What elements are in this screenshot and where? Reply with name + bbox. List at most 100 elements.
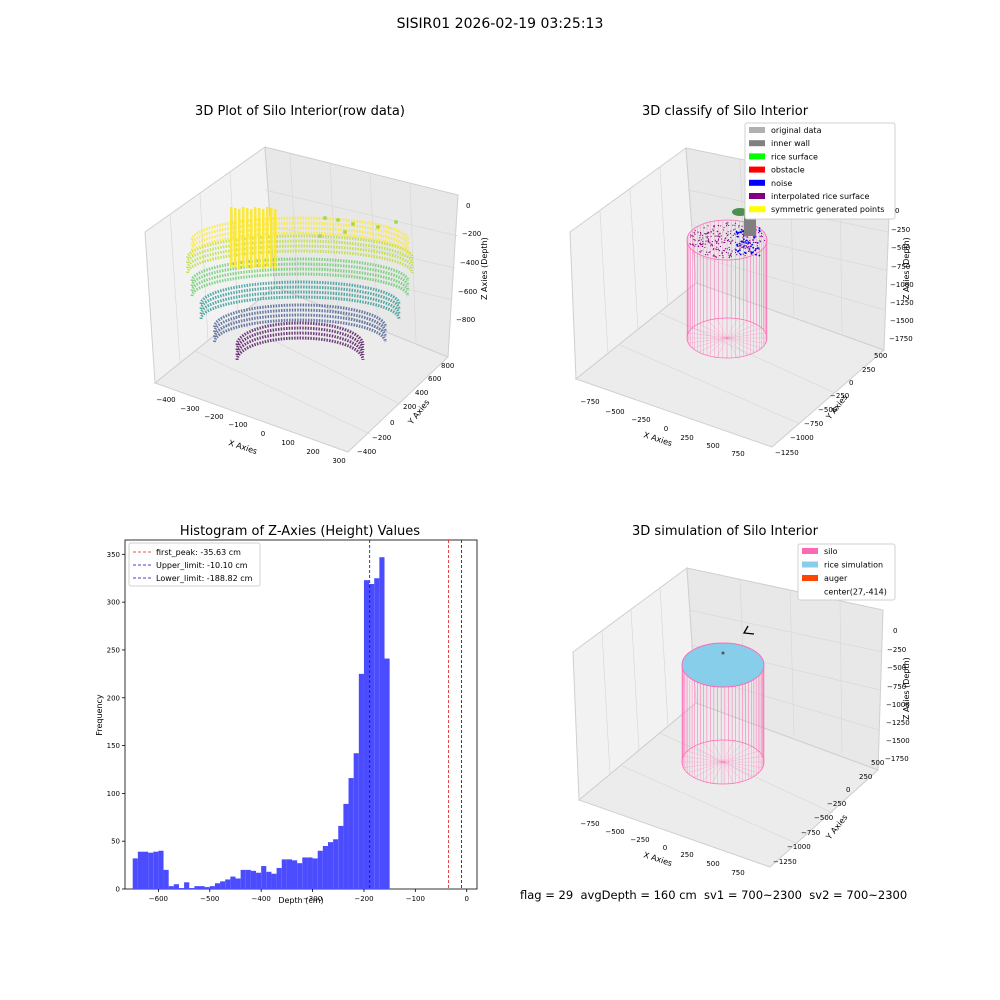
y-tick-label: 0 [116,886,120,894]
tick: 500 [706,860,719,868]
y-tick-label: 150 [107,742,120,750]
tick: −750 [580,398,599,406]
tick: 0 [261,430,265,438]
tick: −500 [887,664,906,672]
histogram-bar [194,886,200,889]
histogram-reference-lines [369,540,462,889]
y-tick-label: 350 [107,551,120,559]
histogram-bar [338,825,344,889]
panel4-y-ticks: −1250 −1000 −750 −500 −250 0 250 500 [773,759,884,866]
histogram-bar [148,852,154,889]
tick: −200 [204,413,223,421]
tick: −1250 [890,299,914,307]
tick: −1250 [775,449,799,457]
histogram-bar [132,858,138,889]
tick: −1000 [886,701,910,709]
legend-swatch [802,548,818,554]
panel1-xlabel: X Axies [227,438,258,456]
tick: −600 [458,288,477,296]
legend-swatch [749,193,765,199]
tick: 500 [874,352,887,360]
tick: 0 [466,202,470,210]
y-tick-label: 50 [111,838,120,846]
tick: 0 [849,379,853,387]
panel2-zlabel: Z Axies (Depth) [902,237,911,300]
panel2-legend: original data inner wall rice surface obsta… [744,122,896,220]
y-tick-label: 100 [107,790,120,798]
histogram-bar [163,869,169,889]
y-tick-label: 250 [107,646,120,654]
panel3-histogram: −600 −500 −400 −300 −200 −100 0 0 50 100 150 200 25… [95,539,478,905]
tick: −200 [462,230,481,238]
legend-swatch [749,166,765,173]
panel2-z-ticks: 0 −250 −500 −750 −1000 −1250 −1500 −1750 [889,207,914,343]
panel4-axes-box [572,567,884,868]
tick: 100 [281,439,294,447]
tick: −400 [460,259,479,267]
tick: 400 [415,389,428,397]
histogram-bar [230,876,236,889]
panel4-z-ticks: 0 −250 −500 −750 −1000 −1250 −1500 −1750 [885,627,910,763]
center-marker [721,651,725,655]
status-line: flag = 29 avgDepth = 160 cm sv1 = 700~23… [520,888,908,902]
legend-label: Upper_limit: -10.10 cm [156,561,248,570]
tick: −1000 [787,843,811,851]
histogram-bar [327,842,334,889]
histogram-xlabel: Depth (cm) [278,896,323,905]
tick: −100 [228,421,247,429]
tick: 250 [862,366,875,374]
histogram-bar [358,673,364,889]
histogram-bar [271,873,277,889]
legend-swatch [749,127,765,133]
tick: −1500 [890,317,914,325]
panel4-legend: silo rice simulation auger center(27,-414) [797,543,896,601]
tick: 500 [871,759,884,767]
tick: −1500 [886,737,910,745]
panel2-x-ticks: −750 −500 −250 0 250 500 750 [580,398,744,458]
histogram-bar [173,884,179,889]
tick: −400 [357,448,376,456]
legend-label: Lower_limit: -188.82 cm [156,574,253,583]
tick: 600 [428,375,441,383]
histogram-bar [276,867,282,889]
panel4-x-ticks: −750 −500 −250 0 250 500 750 [580,820,744,877]
tick: −250 [827,800,846,808]
tick: −300 [180,405,199,413]
tick: 200 [306,448,319,456]
histogram-bar [343,803,349,889]
histogram-bar [333,839,339,889]
tick: −800 [456,316,475,324]
histogram-bar [302,857,308,889]
legend-swatch [802,575,818,581]
panel1-title: 3D Plot of Silo Interior(row data) [195,104,405,119]
histogram-bar [307,857,313,889]
x-tick-label: −400 [252,895,271,903]
tick: −500 [814,814,833,822]
histogram-bar [178,888,185,889]
legend-label: obstacle [771,166,805,175]
tick: −750 [801,829,820,837]
legend-swatch [749,140,765,147]
y-tick-label: 200 [107,694,120,702]
x-tick-label: −200 [354,895,373,903]
legend-label: center(27,-414) [824,588,887,597]
histogram-bar [199,886,205,889]
histogram-bar [153,851,159,889]
panel1-x-ticks: −400 −300 −200 −100 0 100 200 300 [156,396,345,465]
auger-marker [742,625,755,635]
tick: −750 [804,420,823,428]
tick: −1250 [886,719,910,727]
legend-swatch [749,179,765,186]
histogram-bar [209,886,215,889]
panel4-xlabel: X Axies [642,850,673,868]
legend-label: interpolated rice surface [771,192,869,201]
histogram-bar [250,870,257,889]
histogram-legend: first_peak: -35.63 cm Upper_limit: -10.10… [128,542,261,587]
tick: 0 [390,419,394,427]
tick: −250 [887,646,906,654]
tick: 800 [441,362,454,370]
panel1-3d-plot: −400 −300 −200 −100 0 100 200 300 X Axie… [144,146,489,465]
histogram-bar [286,859,293,889]
panel1-zlabel: Z Axies (Depth) [480,237,489,300]
legend-label: rice simulation [824,561,883,570]
